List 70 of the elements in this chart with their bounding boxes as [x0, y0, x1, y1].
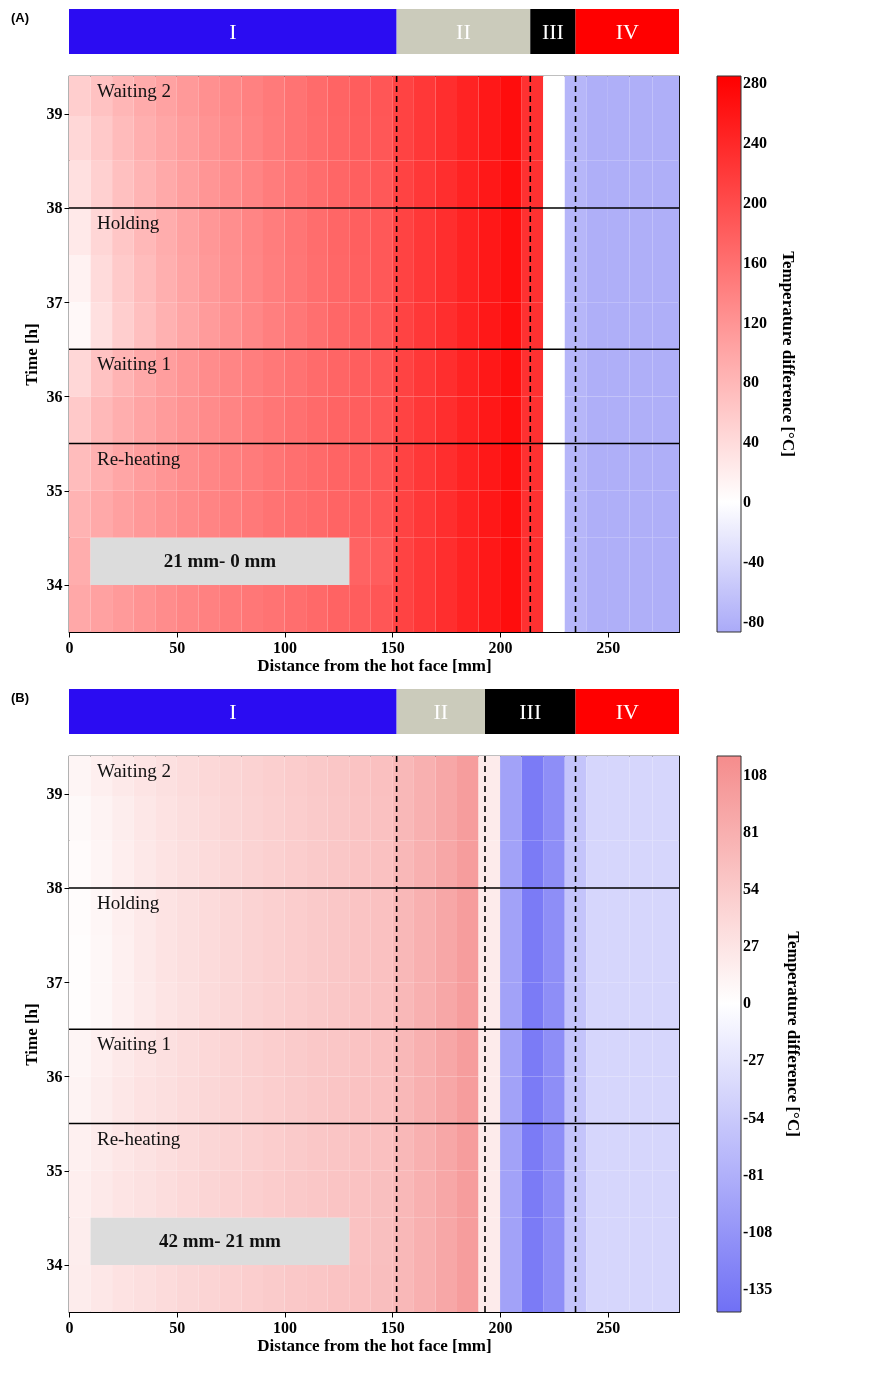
x-axis-title: Distance from the hot face [mm]: [257, 655, 492, 675]
annotation: 21 mm- 0 mm: [163, 550, 277, 572]
y-tick-label: 36: [46, 1067, 63, 1085]
color-bar-label: 108: [743, 766, 767, 784]
color-bar-label: -108: [743, 1222, 773, 1240]
text: II: [456, 19, 471, 44]
color-bar-label: -80: [743, 612, 765, 630]
x-tick-label: 50: [169, 638, 186, 656]
color-bar-label: -81: [743, 1165, 765, 1183]
color-bar-label: 160: [743, 253, 767, 271]
color-bar-title: Temperature difference [°C]: [784, 931, 803, 1137]
x-tick-label: 0: [65, 1318, 74, 1336]
x-tick-label: 150: [380, 638, 405, 656]
annotation: Waiting 2: [97, 760, 171, 781]
color-bar-label: 80: [743, 373, 759, 391]
x-tick-label: 150: [380, 1318, 405, 1336]
color-bar-label: 40: [743, 433, 759, 451]
annotation: 42 mm- 21 mm: [158, 1230, 281, 1252]
color-bar-label: 27: [743, 937, 759, 955]
y-tick-label: 38: [46, 879, 63, 897]
x-tick-label: 100: [273, 1318, 298, 1336]
x-tick-label: 250: [596, 638, 621, 656]
color-bar-label: -27: [743, 1051, 765, 1069]
color-bar-label: -54: [743, 1108, 765, 1126]
y-tick-label: 35: [46, 1162, 63, 1180]
color-bar-label: -40: [743, 552, 765, 570]
color-bar-label: 0: [743, 994, 751, 1012]
y-tick-label: 36: [46, 387, 63, 405]
y-tick-label: 34: [46, 576, 63, 594]
y-tick-label: 39: [46, 785, 63, 803]
y-axis-title: Time [h]: [21, 1003, 41, 1066]
text: II: [433, 699, 449, 724]
y-tick-label: 37: [46, 293, 63, 311]
color-bar-label: 240: [743, 134, 767, 152]
x-tick-label: 50: [169, 1318, 186, 1336]
chart-title: (A): [11, 10, 30, 25]
annotation: Holding: [97, 891, 160, 913]
annotation: Re-heating: [97, 1127, 181, 1149]
text: IV: [615, 19, 639, 44]
color-bar-label: 200: [743, 194, 767, 212]
text: III: [541, 19, 564, 44]
text: I: [229, 19, 237, 44]
x-axis-title: Distance from the hot face [mm]: [257, 1335, 492, 1355]
x-tick-label: 250: [596, 1318, 621, 1336]
y-tick-label: 34: [46, 1256, 63, 1274]
color-bar-label: 54: [743, 880, 759, 898]
annotation: Waiting 1: [97, 353, 171, 375]
color-bar-label: 120: [743, 313, 767, 331]
annotation: Waiting 2: [97, 80, 171, 101]
x-tick-label: 200: [488, 638, 513, 656]
chart-title: (B): [11, 690, 30, 705]
annotation: Waiting 1: [97, 1033, 171, 1055]
text: I: [229, 699, 237, 724]
color-bar-label: -135: [743, 1279, 773, 1297]
text: III: [519, 699, 542, 724]
color-bar-label: 280: [743, 74, 767, 92]
y-tick-label: 38: [46, 199, 63, 217]
text: IV: [615, 699, 639, 724]
y-tick-label: 35: [46, 482, 63, 500]
y-tick-label: 37: [46, 973, 63, 991]
color-bar-title: Temperature difference [°C]: [779, 251, 798, 457]
y-axis-title: Time [h]: [21, 323, 41, 386]
color-bar-label: 0: [743, 492, 751, 510]
x-tick-label: 0: [65, 638, 74, 656]
color-bar-label: 81: [743, 823, 759, 841]
y-tick-label: 39: [46, 105, 63, 123]
x-tick-label: 200: [488, 1318, 513, 1336]
annotation: Re-heating: [97, 447, 181, 469]
annotation: Holding: [97, 211, 160, 233]
x-tick-label: 100: [273, 638, 298, 656]
